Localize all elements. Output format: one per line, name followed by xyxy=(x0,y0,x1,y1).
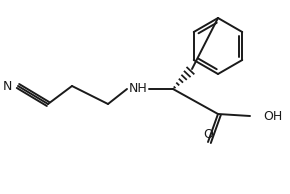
Text: NH: NH xyxy=(129,82,147,95)
Text: O: O xyxy=(203,127,213,140)
Text: OH: OH xyxy=(263,109,282,122)
Text: N: N xyxy=(3,80,12,93)
